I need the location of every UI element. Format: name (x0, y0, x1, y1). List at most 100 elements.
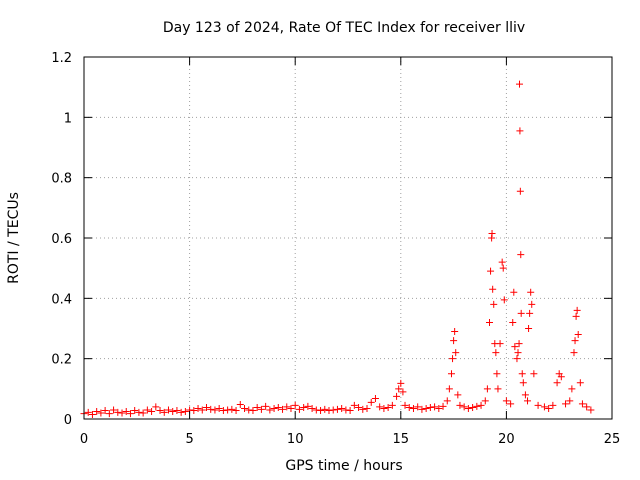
y-axis-ticks: 0 0.2 0.4 0.6 0.8 1 1.2 (51, 51, 612, 428)
data-point (545, 404, 553, 412)
data-point (350, 401, 358, 409)
data-point (549, 401, 557, 409)
data-point (156, 407, 164, 415)
data-point (397, 379, 405, 387)
x-axis-ticks: 0 5 10 15 20 25 (80, 57, 620, 447)
data-point (568, 385, 576, 393)
x-tick-label: 20 (498, 432, 515, 447)
data-point (422, 404, 430, 412)
data-point (515, 80, 523, 88)
data-point (583, 403, 591, 411)
y-axis-title: ROTI / TECUs (6, 192, 22, 284)
data-point (388, 401, 396, 409)
data-point (454, 391, 462, 399)
data-point (114, 408, 122, 416)
data-point (500, 296, 508, 304)
data-point (88, 410, 96, 418)
data-point (469, 404, 477, 412)
data-point (236, 401, 244, 409)
data-point (553, 379, 561, 387)
data-point (279, 405, 287, 413)
y-tick-label: 0.6 (51, 232, 72, 247)
data-point (562, 400, 570, 408)
data-point (573, 306, 581, 314)
data-point (496, 340, 504, 348)
data-point (519, 379, 527, 387)
data-point (517, 251, 525, 259)
data-point (464, 404, 472, 412)
data-point (164, 406, 172, 414)
data-point (571, 337, 579, 345)
data-point (215, 404, 223, 412)
x-tick-label: 15 (393, 432, 410, 447)
data-point (300, 404, 308, 412)
data-point (517, 309, 525, 317)
data-point (435, 404, 443, 412)
y-tick-label: 0.4 (51, 292, 72, 307)
data-point (521, 391, 529, 399)
data-point (483, 385, 491, 393)
data-point (181, 407, 189, 415)
data-point (160, 408, 168, 416)
data-point (509, 318, 517, 326)
data-point (93, 407, 101, 415)
data-point (211, 406, 219, 414)
data-point (409, 404, 417, 412)
data-point (510, 288, 518, 296)
data-point (528, 300, 536, 308)
data-point (570, 349, 578, 357)
data-point (487, 267, 495, 275)
data-point (494, 385, 502, 393)
data-point (228, 405, 236, 413)
data-point (325, 407, 333, 415)
data-point (513, 355, 521, 363)
data-point (489, 285, 497, 293)
data-point (481, 397, 489, 405)
data-point (572, 312, 580, 320)
data-point (493, 370, 501, 378)
data-point (317, 407, 325, 415)
data-point (139, 409, 147, 417)
data-point (451, 328, 459, 336)
x-tick-label: 0 (80, 432, 88, 447)
data-point (449, 355, 457, 363)
data-point (291, 401, 299, 409)
data-point (426, 404, 434, 412)
data-point (574, 331, 582, 339)
data-point (202, 404, 210, 412)
data-point (431, 403, 439, 411)
data-point (578, 400, 586, 408)
data-point (266, 406, 274, 414)
data-point (283, 403, 291, 411)
data-points (80, 80, 595, 418)
data-point (342, 406, 350, 414)
data-point (308, 404, 316, 412)
data-point (224, 406, 232, 414)
data-point (101, 407, 109, 415)
x-tick-label: 10 (287, 432, 304, 447)
data-point (143, 406, 151, 414)
y-tick-label: 1.2 (51, 51, 72, 66)
data-point (488, 229, 496, 237)
data-point (232, 407, 240, 415)
data-point (534, 401, 542, 409)
y-tick-label: 0.2 (51, 353, 72, 368)
data-point (84, 408, 92, 416)
data-point (401, 401, 409, 409)
data-point (118, 409, 126, 417)
data-point (450, 337, 458, 345)
data-point (245, 406, 253, 414)
data-point (295, 405, 303, 413)
data-point (333, 405, 341, 413)
data-point (359, 405, 367, 413)
data-point (105, 410, 113, 418)
x-tick-label: 5 (185, 432, 193, 447)
data-point (257, 405, 265, 413)
data-point (190, 407, 198, 415)
data-point (490, 300, 498, 308)
data-point (122, 407, 130, 415)
x-axis-title: GPS time / hours (285, 458, 402, 474)
data-point (511, 343, 519, 351)
data-point (321, 405, 329, 413)
